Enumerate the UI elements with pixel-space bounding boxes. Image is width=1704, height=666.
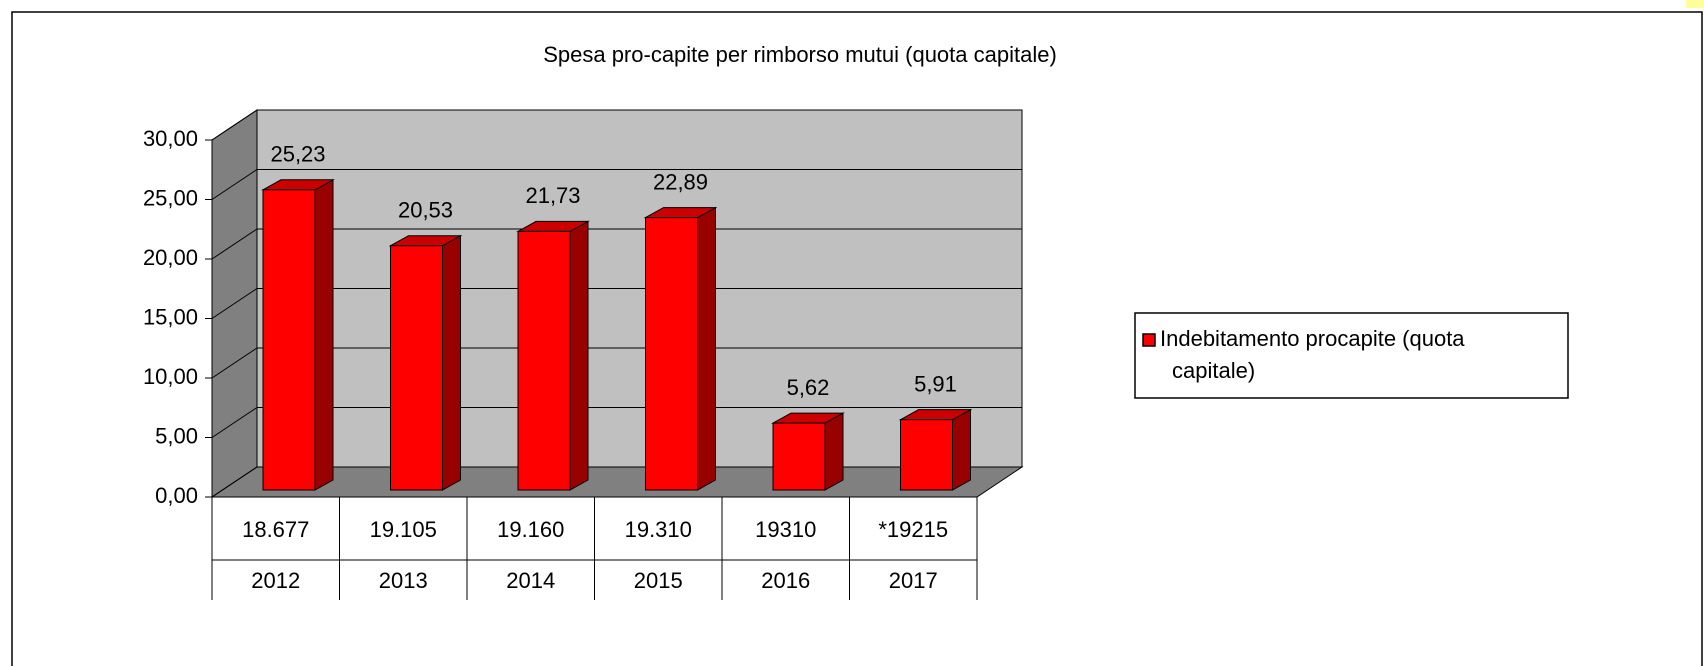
x-sub-label: 19.160 [497, 517, 564, 542]
y-tick-label: 25,00 [143, 185, 198, 210]
grid-line [211, 288, 258, 319]
legend-marker [1142, 333, 1156, 347]
chart-title: Spesa pro-capite per rimborso mutui (quo… [543, 42, 1057, 67]
legend-label: Indebitamento procapite (quota capitale) [1160, 326, 1465, 383]
grid-line [211, 407, 258, 438]
bar-side [952, 408, 971, 491]
x-sub-label: *19215 [878, 517, 948, 542]
value-label: 5,91 [914, 371, 957, 396]
value-label: 22,89 [653, 169, 708, 194]
value-label: 25,23 [270, 142, 325, 167]
bar-side [697, 206, 716, 491]
bar [517, 230, 571, 491]
x-sub-label: 19.105 [370, 517, 437, 542]
y-tick-label: 10,00 [143, 364, 198, 389]
y-tick-label: 20,00 [143, 245, 198, 270]
legend-box [1134, 312, 1569, 399]
bar-side [442, 234, 461, 491]
value-label: 21,73 [525, 183, 580, 208]
value-label: 5,62 [787, 375, 830, 400]
x-tick-label: 2012 [251, 568, 300, 593]
value-label: 20,53 [398, 198, 453, 223]
x-sub-label: 18.677 [242, 517, 309, 542]
bar [772, 422, 826, 491]
grid-line [211, 466, 258, 498]
bar-side [824, 412, 844, 491]
bar [262, 189, 316, 491]
y-tick-label: 15,00 [143, 304, 198, 329]
y-tick-label: 5,00 [155, 423, 198, 448]
bar-side [314, 178, 334, 491]
x-sub-label: 19310 [755, 517, 816, 542]
bar-side [569, 220, 589, 491]
x-tick-label: 2014 [506, 568, 555, 593]
grid-line [211, 347, 258, 379]
corner-mark [1686, 0, 1704, 8]
bar [900, 419, 953, 491]
grid-line [211, 109, 258, 141]
grid-line [211, 169, 258, 200]
y-tick-label: 0,00 [155, 483, 198, 508]
x-sub-label: 19.310 [625, 517, 692, 542]
grid-line [211, 228, 258, 260]
y-tick-label: 30,00 [143, 126, 198, 151]
x-tick-label: 2016 [761, 568, 810, 593]
x-tick-label: 2017 [889, 568, 938, 593]
x-tick-label: 2013 [379, 568, 428, 593]
x-tick-label: 2015 [634, 568, 683, 593]
bar [390, 245, 443, 491]
bar [645, 217, 698, 491]
